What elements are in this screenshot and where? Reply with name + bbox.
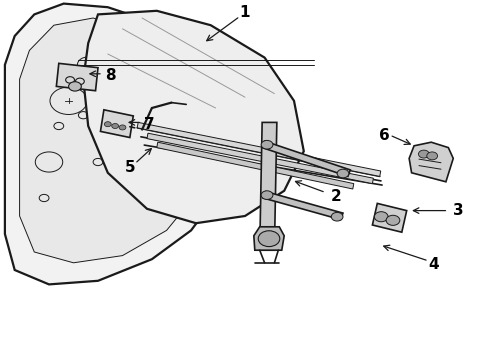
Polygon shape	[20, 18, 211, 263]
Text: 7: 7	[144, 117, 155, 132]
Polygon shape	[137, 122, 381, 176]
Circle shape	[261, 140, 273, 149]
Polygon shape	[83, 11, 304, 223]
Polygon shape	[263, 192, 343, 220]
Text: 2: 2	[330, 189, 341, 204]
Text: 4: 4	[428, 257, 439, 272]
Circle shape	[112, 123, 119, 129]
Circle shape	[69, 82, 81, 91]
Polygon shape	[5, 4, 235, 284]
Circle shape	[386, 215, 400, 225]
Polygon shape	[147, 133, 373, 184]
Circle shape	[374, 212, 388, 222]
Polygon shape	[254, 227, 284, 250]
Circle shape	[418, 150, 429, 158]
Polygon shape	[372, 203, 407, 232]
Text: 3: 3	[453, 203, 464, 218]
Circle shape	[119, 125, 126, 130]
Circle shape	[104, 122, 111, 127]
Polygon shape	[56, 63, 98, 91]
Polygon shape	[100, 110, 133, 138]
Polygon shape	[260, 122, 277, 250]
Text: 1: 1	[240, 5, 250, 20]
Circle shape	[337, 169, 349, 178]
Text: 6: 6	[379, 127, 390, 143]
Polygon shape	[262, 141, 350, 176]
Polygon shape	[157, 142, 354, 189]
Polygon shape	[409, 142, 453, 182]
Circle shape	[261, 191, 273, 199]
Circle shape	[258, 231, 280, 247]
Text: 5: 5	[124, 160, 135, 175]
Circle shape	[427, 152, 438, 160]
Circle shape	[331, 212, 343, 221]
Text: 8: 8	[105, 68, 116, 83]
